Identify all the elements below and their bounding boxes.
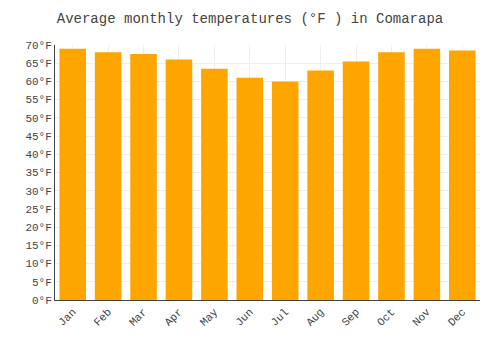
svg-text:65°F: 65°F bbox=[25, 58, 51, 70]
svg-text:10°F: 10°F bbox=[25, 258, 51, 270]
svg-text:70°F: 70°F bbox=[25, 40, 51, 52]
svg-text:0°F: 0°F bbox=[32, 295, 52, 307]
svg-text:Aug: Aug bbox=[304, 306, 326, 328]
svg-text:May: May bbox=[198, 306, 221, 329]
svg-text:Jan: Jan bbox=[56, 306, 78, 328]
svg-text:35°F: 35°F bbox=[25, 167, 51, 179]
svg-text:30°F: 30°F bbox=[25, 186, 51, 198]
svg-text:Dec: Dec bbox=[446, 306, 468, 328]
svg-text:45°F: 45°F bbox=[25, 131, 51, 143]
svg-text:Nov: Nov bbox=[410, 306, 433, 329]
svg-text:Jun: Jun bbox=[233, 306, 255, 328]
svg-text:25°F: 25°F bbox=[25, 204, 51, 216]
svg-text:5°F: 5°F bbox=[32, 277, 52, 289]
svg-text:Mar: Mar bbox=[127, 306, 149, 328]
svg-text:15°F: 15°F bbox=[25, 240, 51, 252]
svg-text:Apr: Apr bbox=[162, 306, 184, 328]
svg-text:55°F: 55°F bbox=[25, 94, 51, 106]
svg-text:50°F: 50°F bbox=[25, 113, 51, 125]
svg-text:40°F: 40°F bbox=[25, 149, 51, 161]
svg-text:Average monthly temperatures (: Average monthly temperatures (°F ) in Co… bbox=[57, 11, 443, 27]
svg-text:Oct: Oct bbox=[375, 306, 397, 328]
svg-text:Jul: Jul bbox=[269, 306, 291, 328]
svg-text:20°F: 20°F bbox=[25, 222, 51, 234]
svg-text:Feb: Feb bbox=[92, 306, 114, 328]
svg-text:60°F: 60°F bbox=[25, 76, 51, 88]
svg-text:Sep: Sep bbox=[340, 306, 362, 328]
